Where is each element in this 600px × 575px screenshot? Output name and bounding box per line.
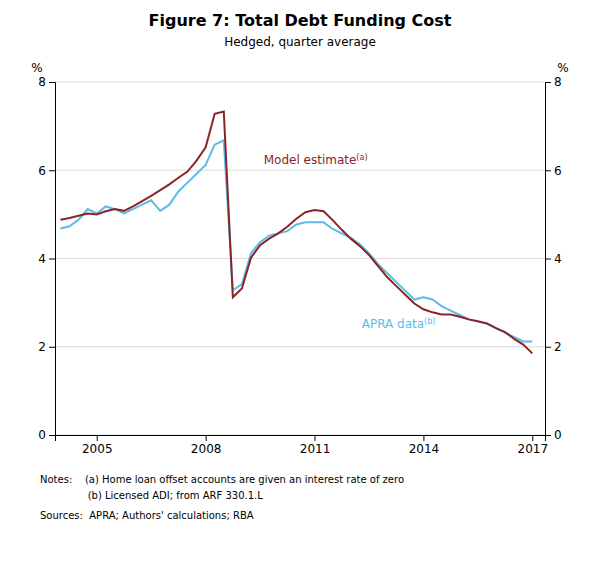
annotation-superscript: (b) — [424, 317, 435, 326]
x-axis: 2005 2008 2011 2014 2017 — [56, 435, 549, 456]
grid — [55, 82, 545, 435]
tick: 2014 — [409, 435, 440, 456]
subtitle: Hedged, quarter average — [224, 35, 376, 49]
tick-label: 8 — [38, 75, 46, 89]
tick-mark — [545, 82, 551, 83]
tick-mark — [49, 170, 55, 171]
annotation-superscript: (a) — [356, 152, 367, 161]
grid-line — [55, 258, 545, 259]
tick-mark — [545, 170, 551, 171]
tick: 4 — [38, 252, 55, 266]
tick-mark — [532, 435, 533, 441]
tick-mark — [49, 82, 55, 83]
tick: 8 — [38, 75, 55, 89]
tick-mark — [97, 435, 98, 441]
title: Figure 7: Total Debt Funding Cost — [149, 11, 452, 30]
series-line — [60, 140, 532, 341]
annotation-text: Model estimate — [264, 153, 357, 167]
y2-axis-label: % — [557, 61, 568, 75]
annotation: APRA data(b) — [362, 317, 436, 332]
tick-label: 2011 — [300, 442, 331, 456]
tick: 2011 — [300, 435, 331, 456]
tick-label: 0 — [38, 428, 46, 442]
tick: 0 — [545, 428, 562, 442]
x-axis-line — [56, 436, 546, 442]
note: (b) Licensed ADI; from ARF 330.1.L — [40, 490, 263, 501]
tick-mark — [206, 435, 207, 441]
note: Notes: (a) Home loan offset accounts are… — [40, 474, 404, 485]
tick: 2017 — [518, 435, 549, 456]
tick: 2008 — [191, 435, 222, 456]
y-axis: 0 2 4 6 8 — [38, 75, 55, 442]
y-axis-label: % — [31, 61, 42, 75]
tick-label: 2 — [38, 340, 46, 354]
tick-mark — [545, 435, 551, 436]
tick-mark — [315, 435, 316, 441]
tick-mark — [545, 259, 551, 260]
tick-mark — [49, 435, 55, 436]
tick-label: 2017 — [518, 442, 549, 456]
grid-line — [55, 82, 545, 83]
grid-line — [55, 170, 545, 171]
grid-line — [55, 346, 545, 347]
tick: 2 — [38, 340, 55, 354]
tick-mark — [545, 347, 551, 348]
y-axis-line — [49, 83, 56, 436]
tick-label: 0 — [554, 428, 562, 442]
annotation: Model estimate(a) — [264, 152, 368, 167]
tick-label: 6 — [554, 164, 562, 178]
tick-mark — [423, 435, 424, 441]
annotation-text: APRA data — [362, 317, 424, 331]
tick-label: 8 — [554, 75, 562, 89]
tick-label: 2 — [554, 340, 562, 354]
tick-label: 6 — [38, 164, 46, 178]
source: Sources: APRA; Authors' calculations; RB… — [40, 510, 254, 521]
tick-label: 4 — [38, 252, 46, 266]
tick-mark — [49, 347, 55, 348]
tick: 6 — [38, 164, 55, 178]
tick-label: 4 — [554, 252, 562, 266]
tick-label: 2014 — [409, 442, 440, 456]
tick: 4 — [545, 252, 562, 266]
tick: 8 — [545, 75, 562, 89]
tick: 2 — [545, 340, 562, 354]
tick: 2005 — [82, 435, 113, 456]
tick-label: 2008 — [191, 442, 222, 456]
y2-axis-line — [546, 83, 552, 436]
tick-mark — [49, 259, 55, 260]
y2-axis: 0 2 4 6 8 — [545, 75, 562, 442]
tick: 6 — [545, 164, 562, 178]
series-line — [60, 112, 532, 354]
tick: 0 — [38, 428, 55, 442]
chart: Figure 7: Total Debt Funding Cost Hedged,… — [0, 0, 600, 575]
plot-area — [60, 112, 532, 354]
tick-label: 2005 — [82, 442, 113, 456]
